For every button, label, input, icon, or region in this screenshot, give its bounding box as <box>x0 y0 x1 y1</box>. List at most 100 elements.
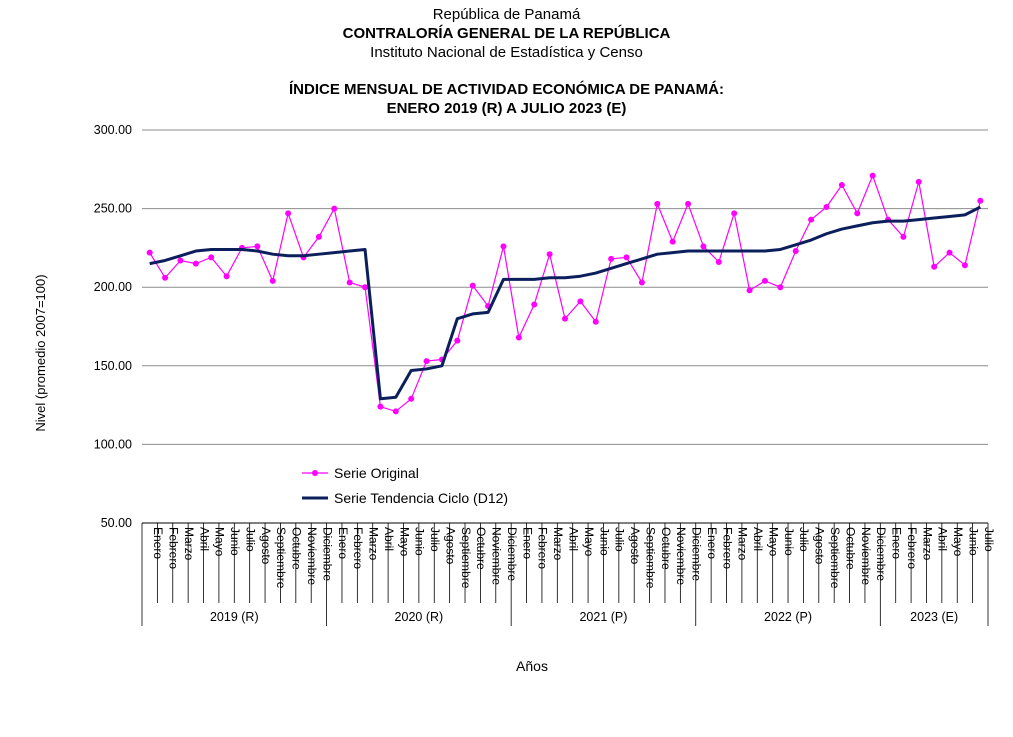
data-point-original <box>608 255 615 262</box>
month-tick-label: Junio <box>228 527 242 556</box>
y-tick-label: 250.00 <box>94 202 132 216</box>
data-point-original <box>362 284 369 291</box>
data-point-original <box>223 273 230 280</box>
year-tick-label: 2019 (R) <box>210 610 259 624</box>
month-tick-label: Noviembre <box>305 527 319 585</box>
data-point-original <box>208 254 215 261</box>
data-point-original <box>285 210 292 217</box>
month-tick-label: Diciembre <box>505 527 519 581</box>
month-tick-label: Agosto <box>813 527 827 565</box>
data-point-original <box>515 334 522 341</box>
month-tick-label: Enero <box>890 527 904 559</box>
data-point-original <box>915 178 922 185</box>
month-tick-label: Mayo <box>766 527 780 557</box>
month-tick-label: Mayo <box>213 527 227 557</box>
month-tick-label: Mayo <box>951 527 965 557</box>
month-tick-label: Julio <box>613 527 627 552</box>
data-point-original <box>977 197 984 204</box>
y-tick-label: 50.00 <box>101 516 132 530</box>
data-point-original <box>731 210 738 217</box>
series-line-trend <box>149 205 981 401</box>
data-point-original <box>592 318 599 325</box>
year-tick-label: 2022 (P) <box>764 610 812 624</box>
month-tick-label: Octubre <box>659 527 673 570</box>
header-institute: Instituto Nacional de Estadística y Cens… <box>370 44 643 61</box>
data-point-original <box>808 216 815 223</box>
data-point-original <box>900 233 907 240</box>
month-tick-label: Junio <box>413 527 427 556</box>
month-tick-label: Febrero <box>905 527 919 569</box>
data-point-original <box>761 277 768 284</box>
x-axis-label: Años <box>516 658 548 674</box>
y-axis-label: Nivel (promedio 2007=100) <box>33 274 48 431</box>
data-point-original <box>700 243 707 250</box>
month-tick-label: Diciembre <box>320 527 334 581</box>
chart-title-line2: ENERO 2019 (R) A JULIO 2023 (E) <box>386 100 627 117</box>
data-point-original <box>838 182 845 189</box>
year-tick-label: 2021 (P) <box>579 610 627 624</box>
data-point-original <box>577 298 584 305</box>
month-tick-label: Noviembre <box>859 527 873 585</box>
data-point-original <box>331 205 338 212</box>
data-point-original <box>623 254 630 261</box>
data-point-original <box>177 257 184 264</box>
data-point-original <box>346 279 353 286</box>
data-point-original <box>423 358 430 365</box>
month-tick-label: Marzo <box>920 527 934 561</box>
data-point-original <box>792 248 799 255</box>
month-tick-label: Septiembre <box>274 527 288 589</box>
month-tick-label: Julio <box>797 527 811 552</box>
data-point-original <box>315 233 322 240</box>
month-tick-label: Febrero <box>536 527 550 569</box>
month-tick-label: Agosto <box>259 527 273 565</box>
data-point-original <box>192 260 199 267</box>
data-point-original <box>454 337 461 344</box>
data-point-original <box>685 200 692 207</box>
legend-marker-original <box>312 470 318 476</box>
month-tick-label: Enero <box>705 527 719 559</box>
y-tick-label: 300.00 <box>94 123 132 137</box>
month-tick-label: Marzo <box>367 527 381 561</box>
data-point-original <box>269 277 276 284</box>
header-contraloria: CONTRALORÍA GENERAL DE LA REPÚBLICA <box>342 25 671 42</box>
data-point-original <box>961 262 968 269</box>
month-tick-label: Abril <box>197 527 211 551</box>
month-tick-label: Diciembre <box>690 527 704 581</box>
y-tick-label: 100.00 <box>94 437 132 451</box>
data-point-original <box>146 249 153 256</box>
data-point-original <box>500 243 507 250</box>
month-tick-label: Enero <box>151 527 165 559</box>
month-tick-label: Septiembre <box>828 527 842 589</box>
month-tick-label: Junio <box>597 527 611 556</box>
data-point-original <box>715 259 722 266</box>
header-republic: República de Panamá <box>432 6 581 23</box>
month-tick-label: Septiembre <box>643 527 657 589</box>
month-tick-label: Abril <box>936 527 950 551</box>
data-point-original <box>823 204 830 211</box>
month-tick-label: Noviembre <box>674 527 688 585</box>
month-tick-label: Abril <box>567 527 581 551</box>
month-tick-label: Agosto <box>443 527 457 565</box>
data-point-original <box>562 315 568 322</box>
month-tick-label: Febrero <box>351 527 365 569</box>
month-tick-label: Junio <box>782 527 796 556</box>
month-tick-label: Diciembre <box>874 527 888 581</box>
data-point-original <box>931 263 938 270</box>
chart-title-line1: ÍNDICE MENSUAL DE ACTIVIDAD ECONÓMICA DE… <box>288 81 724 98</box>
month-tick-label: Enero <box>336 527 350 559</box>
y-tick-label: 200.00 <box>94 280 132 294</box>
month-tick-label: Julio <box>428 527 442 552</box>
month-tick-label: Abril <box>751 527 765 551</box>
month-tick-label: Agosto <box>628 527 642 565</box>
month-tick-label: Julio <box>243 527 257 552</box>
data-point-original <box>162 274 169 281</box>
month-tick-label: Junio <box>966 527 980 556</box>
month-tick-label: Enero <box>520 527 534 559</box>
year-tick-label: 2020 (R) <box>395 610 444 624</box>
month-tick-label: Mayo <box>582 527 596 557</box>
data-point-original <box>531 301 538 308</box>
month-tick-label: Marzo <box>182 527 196 561</box>
month-tick-label: Septiembre <box>459 527 473 589</box>
month-tick-label: Octubre <box>843 527 857 570</box>
